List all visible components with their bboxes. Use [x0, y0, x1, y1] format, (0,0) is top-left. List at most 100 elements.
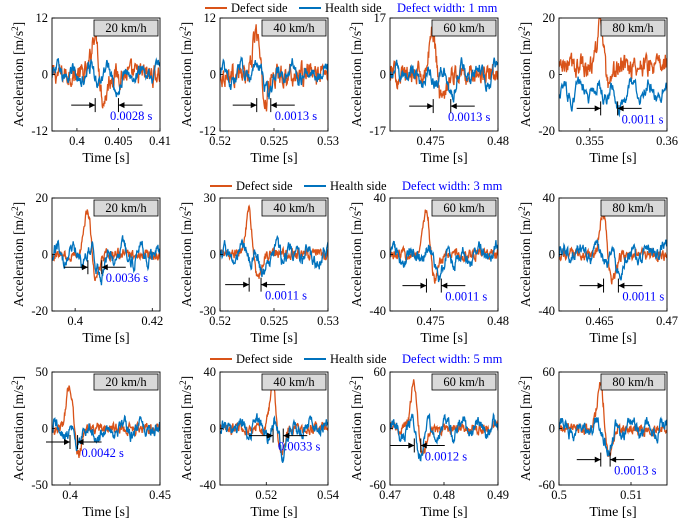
delay-arrow-left-head — [64, 439, 70, 446]
speed-box — [431, 19, 497, 37]
speed-label: 20 km/h — [105, 201, 147, 215]
speed-box — [93, 19, 159, 37]
y-axis-label-main: Acceleration [m/s — [11, 211, 26, 307]
delay-arrow-left-head — [420, 282, 427, 289]
delay-arrow-left-head — [81, 264, 88, 271]
x-axis-label: Time [s] — [589, 505, 636, 520]
y-axis-label: Acceleration [m/s2] — [517, 376, 533, 481]
signal-group — [559, 18, 667, 118]
y-axis-label-main: Acceleration [m/s — [518, 385, 533, 481]
y-tick-label: 60 — [543, 365, 556, 379]
signal-group — [390, 25, 498, 103]
y-tick-label: -12 — [31, 124, 48, 138]
health-side-series — [52, 235, 160, 286]
y-axis-label: Acceleration [m/s2] — [517, 202, 533, 307]
y-tick-label: 20 — [36, 191, 49, 205]
speed-box — [93, 199, 159, 217]
defect-side-series — [52, 209, 160, 282]
y-tick-label: 0 — [210, 248, 216, 262]
x-axis-label: Time [s] — [250, 331, 297, 346]
y-axis-label-sup: 2 — [178, 26, 188, 31]
x-tick-label: 0.355 — [576, 134, 604, 148]
y-axis-label-sup: 2 — [517, 206, 527, 211]
delay-label: 0.0011 s — [265, 289, 307, 303]
y-axis-label: Acceleration [m/s2] — [348, 22, 364, 127]
signal-group — [52, 209, 160, 286]
y-axis-label-sup: 2 — [10, 380, 20, 385]
x-axis-label: Time [s] — [589, 331, 636, 346]
y-axis-label-main: Acceleration [m/s — [349, 385, 364, 481]
delay-arrow-right-head — [283, 432, 290, 439]
x-axis-label: Time [s] — [250, 505, 297, 520]
x-tick-label: 0.41 — [149, 134, 171, 148]
legend-row-2: Defect side Health side Defect width: 3 mm — [210, 179, 503, 193]
signal-group — [52, 385, 160, 459]
defect-side-series — [220, 24, 328, 112]
speed-label: 80 km/h — [612, 21, 654, 35]
y-axis-label-main: Acceleration [m/s — [11, 31, 26, 127]
speed-box — [431, 199, 497, 217]
x-axis-label: Time [s] — [82, 505, 129, 520]
x-axis-label: Time [s] — [589, 151, 636, 166]
x-tick-label: 0.53 — [317, 134, 339, 148]
subplot-r3-c3: -60 0 60 0.47 0.48 0.49 Time [s] Acceleration [… — [348, 365, 509, 520]
y-tick-label: 17 — [374, 11, 387, 25]
delay-arrow-left-head — [427, 103, 434, 110]
y-axis-label-close: ] — [349, 22, 364, 27]
speed-label: 60 km/h — [443, 21, 485, 35]
y-tick-label: 0 — [210, 422, 216, 436]
defect-side-series — [52, 25, 160, 109]
defect-side-series — [220, 204, 328, 279]
y-tick-label: -20 — [31, 304, 48, 318]
y-tick-label: 0 — [549, 422, 555, 436]
y-axis-label: Acceleration [m/s2] — [10, 376, 26, 481]
health-side-series — [390, 57, 498, 103]
speed-label: 60 km/h — [443, 201, 485, 215]
subplot-r1-c4: -20 0 20 0.355 0.36 Time [s] Acceleration [m/s… — [517, 11, 678, 166]
delay-label: 0.0028 s — [110, 109, 153, 123]
x-axis-label: Time [s] — [420, 151, 467, 166]
delay-arrow-right-head — [441, 282, 448, 289]
y-tick-label: -12 — [199, 124, 216, 138]
y-tick-label: -40 — [369, 304, 386, 318]
speed-label: 80 km/h — [612, 375, 654, 389]
x-tick-label: 0.51 — [620, 488, 642, 502]
x-tick-label: 0.54 — [317, 488, 340, 502]
x-tick-label: 0.475 — [416, 134, 444, 148]
signal-group — [390, 379, 498, 462]
y-tick-label: 0 — [380, 248, 386, 262]
x-axis-label: Time [s] — [82, 151, 129, 166]
subplot-r1-c1: -12 0 12 0.4 0.405 0.41 Time [s] Acceleration [… — [10, 11, 171, 166]
y-tick-label: 50 — [36, 365, 49, 379]
y-axis-label-close: ] — [518, 376, 533, 381]
y-axis-label-close: ] — [11, 202, 26, 207]
x-tick-label: 0.49 — [487, 488, 509, 502]
health-side-series — [390, 240, 498, 283]
x-tick-label: 0.36 — [656, 134, 678, 148]
y-axis-label-close: ] — [11, 376, 26, 381]
health-side-series — [559, 76, 667, 118]
legend-defect-label: Defect side — [236, 179, 293, 193]
health-side-series — [52, 57, 160, 98]
subplot-r2-c3: -40 0 40 0.475 0.48 Time [s] Acceleration [m/s… — [348, 191, 509, 346]
legend-health-label: Health side — [330, 179, 387, 193]
defect-width-label: Defect width: 1 mm — [397, 1, 498, 15]
delay-arrow-left-head — [594, 456, 601, 463]
health-side-series — [220, 55, 328, 100]
defect-width-label: Defect width: 5 mm — [402, 352, 503, 366]
speed-label: 40 km/h — [273, 375, 315, 389]
y-axis-label-close: ] — [518, 22, 533, 27]
health-side-series — [390, 412, 498, 462]
y-tick-label: -30 — [199, 304, 216, 318]
delay-label: 0.0011 s — [622, 290, 664, 304]
x-tick-label: 0.48 — [487, 314, 509, 328]
x-tick-label: 0.5 — [551, 488, 567, 502]
y-axis-label-close: ] — [349, 376, 364, 381]
y-axis-label: Acceleration [m/s2] — [10, 202, 26, 307]
delay-arrow-right-head — [270, 102, 277, 109]
y-tick-label: 0 — [210, 68, 216, 82]
x-tick-label: 0.52 — [209, 314, 231, 328]
y-axis-label: Acceleration [m/s2] — [178, 376, 194, 481]
health-side-series — [52, 414, 160, 452]
y-tick-label: 0 — [42, 248, 48, 262]
